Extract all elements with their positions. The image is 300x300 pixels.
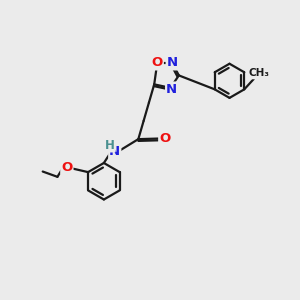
- Text: N: N: [109, 145, 120, 158]
- Text: N: N: [167, 56, 178, 69]
- Text: O: O: [159, 132, 170, 145]
- Text: O: O: [152, 56, 163, 69]
- Text: N: N: [166, 82, 177, 95]
- Text: O: O: [61, 160, 73, 174]
- Text: H: H: [105, 139, 115, 152]
- Text: CH₃: CH₃: [248, 68, 269, 78]
